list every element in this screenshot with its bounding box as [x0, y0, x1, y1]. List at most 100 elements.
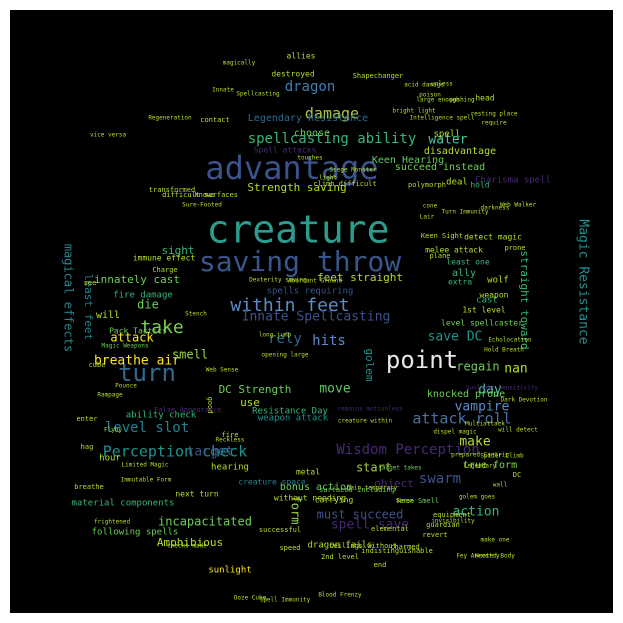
word-surfaces-including: surfaces including	[319, 486, 395, 494]
word-successful: successful	[259, 526, 301, 534]
word-magically: magically	[223, 60, 256, 67]
word-multiattack: Multiattack	[465, 421, 505, 428]
word-opening-large: opening large	[262, 352, 309, 359]
word-knows: knows	[194, 191, 215, 199]
word-turn-immunity: Turn Immunity	[442, 209, 489, 216]
word-flyby: Flyby	[104, 427, 122, 434]
word-2nd-level: 2nd level	[321, 553, 359, 561]
word-spell-attacks: Spell attacks	[254, 146, 317, 155]
word-spell-immunity: Spell Immunity	[260, 597, 311, 604]
word-large-enough: large enough	[416, 97, 460, 104]
word-ceilings-without: ceilings without	[329, 542, 396, 550]
word-end: end	[374, 561, 387, 569]
word-sure-footed: Sure-Footed	[182, 202, 222, 209]
word-acid-damage: acid damage	[404, 82, 444, 89]
word-sense: Sense	[396, 498, 414, 505]
word-fire-damage: fire damage	[113, 291, 173, 301]
word-within-feet: within feet	[230, 295, 349, 316]
word-swarm: swarm	[419, 471, 461, 487]
word-hold: hold	[470, 181, 489, 190]
word-pack-tactics: Pack Tactics	[109, 327, 167, 336]
word-regain: regain	[456, 360, 499, 374]
word-amphibious: Amphibious	[157, 536, 223, 549]
word-see: see	[84, 279, 97, 287]
word-nan: nan	[504, 362, 527, 377]
word-spellcasting-ability: spellcasting ability	[248, 131, 417, 147]
word-false-appearance: False Appearance	[154, 406, 221, 414]
word-cloud-frame: creature advantage saving throw point turn wi…	[10, 10, 613, 613]
word-prone: prone	[504, 244, 525, 252]
word-take: take	[140, 317, 183, 338]
word-elemental: elemental	[371, 525, 409, 533]
word-dark-devotion: Dark Devotion	[501, 397, 548, 404]
word-rely: rely	[268, 331, 302, 347]
word-transformed: transformed	[149, 186, 195, 194]
word-poison: poison	[419, 92, 441, 99]
word-reckless: Reckless	[216, 437, 245, 444]
word-long-jump: long jump	[259, 332, 292, 339]
word-speed: speed	[279, 544, 300, 552]
word-web-walker: Web Walker	[500, 202, 537, 209]
word-cube: cube	[89, 361, 106, 369]
word-aberrant-ground: Aberrant Ground	[288, 278, 343, 285]
word-frightened: frightened	[94, 519, 131, 526]
word-hearing: hearing	[211, 463, 249, 473]
word-invisibility: invisibility	[431, 518, 475, 525]
word-limited-magic: Limited Magic	[122, 462, 169, 469]
cloud-background	[10, 10, 613, 613]
word-magic-weapons: Magic Weapons	[102, 343, 149, 350]
word-echolocation: Echolocation	[488, 337, 532, 344]
word-dc: DC	[513, 471, 521, 479]
word-perception-check: Perception check	[103, 443, 248, 461]
word-attack-roll: attack roll	[412, 410, 511, 428]
word-allies: allies	[287, 52, 316, 61]
word-point: point	[386, 346, 458, 374]
word-rampage: Rampage	[97, 392, 123, 399]
word-revert: revert	[422, 531, 447, 539]
word-attack: attack	[110, 331, 154, 345]
word-innately-cast: innately cast	[94, 273, 180, 286]
word-dc-strength: DC Strength	[219, 383, 292, 396]
word-level-spellcaster: level spellcaster	[441, 319, 523, 328]
word-wolf: wolf	[487, 276, 509, 286]
word-climb-difficult: climb difficult	[313, 180, 376, 188]
word-start: start	[356, 461, 392, 475]
word-level-slot: level slot	[105, 420, 189, 436]
word-water: water	[428, 133, 467, 148]
word-sunlight-sensitivity: Sunlight Sensitivity	[466, 385, 539, 392]
word-breathe: breathe	[74, 483, 104, 491]
word-regeneration: Regeneration	[148, 115, 192, 122]
word-following-spells: following spells	[92, 528, 179, 538]
word-head: head	[475, 94, 494, 103]
word-next-turn: next turn	[175, 490, 219, 499]
word-require: require	[481, 120, 507, 127]
word-detect-magic: detect magic	[464, 233, 522, 242]
word-choose: choose	[294, 128, 330, 139]
word-resistance-day: Resistance Day	[252, 407, 328, 417]
word-day: day	[478, 383, 502, 398]
word-bonus-action: bonus action	[280, 482, 352, 493]
word-creature: creature	[206, 208, 389, 252]
word-legendary: Legendary	[464, 463, 497, 470]
word-siege-monster: Siege Monster	[330, 167, 377, 174]
word-turn: turn	[118, 359, 176, 387]
word-cloud: creature advantage saving throw point turn wi…	[10, 10, 613, 613]
word-darkness: darkness	[481, 205, 510, 212]
word-creature-space: creature space	[238, 478, 306, 487]
word-vampire: vampire	[455, 400, 510, 415]
word-innate-spellcasting: Innate Spellcasting	[242, 310, 391, 325]
word-smell: smell	[172, 348, 208, 362]
word-remains-motionless: remains motionless	[337, 406, 402, 413]
word-strength-saving: Strength saving	[247, 181, 346, 194]
word-cast: cast	[476, 296, 498, 306]
word-hour: hour	[99, 454, 121, 464]
word-web-sense: Web Sense	[206, 367, 239, 374]
word-innate: Innate	[212, 87, 234, 94]
word-unless: unless	[431, 81, 453, 88]
word-succeed-instead: succeed instead	[395, 162, 485, 173]
word-indistinguishable: indistinguishable	[361, 547, 433, 555]
word-hold-breath: Hold Breath	[484, 347, 524, 354]
word-spell: spell	[433, 130, 460, 140]
word-fire: fire	[222, 431, 239, 439]
word-feet-straight: feet straight	[317, 271, 403, 284]
